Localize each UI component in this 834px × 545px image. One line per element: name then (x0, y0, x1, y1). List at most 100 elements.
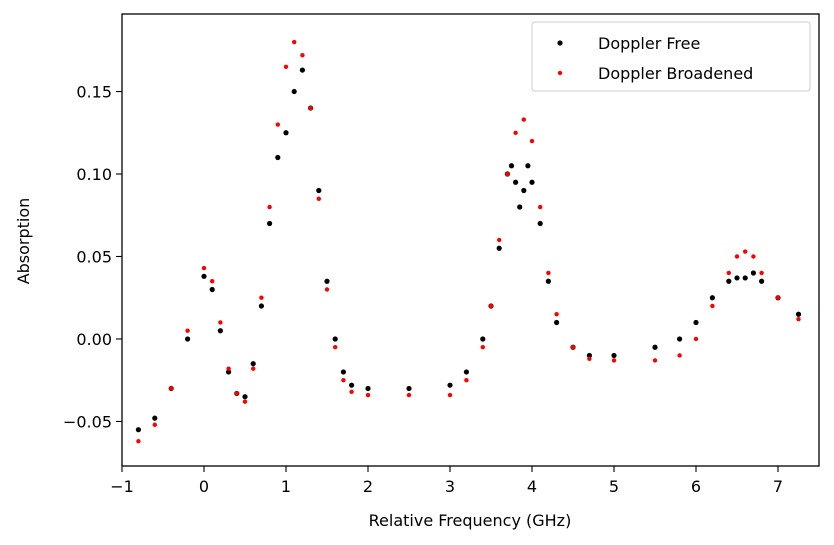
data-point (447, 392, 453, 398)
data-point (517, 204, 523, 210)
legend-label-doppler-free: Doppler Free (598, 34, 700, 53)
y-tick-label: −0.05 (63, 412, 112, 431)
data-point (267, 204, 272, 210)
data-point (796, 316, 801, 322)
data-point (529, 179, 535, 185)
data-point (316, 196, 321, 201)
data-point (709, 295, 716, 301)
data-point (324, 278, 330, 284)
data-point (152, 415, 158, 421)
data-point (349, 382, 355, 388)
data-point (300, 53, 305, 58)
data-point (349, 389, 354, 394)
data-point (464, 378, 469, 383)
data-point (505, 171, 510, 177)
data-point (693, 319, 699, 326)
data-point (480, 345, 485, 350)
legend-box (531, 21, 811, 92)
data-point (251, 366, 256, 371)
y-tick-label: 0.05 (76, 247, 112, 266)
data-point (587, 356, 592, 361)
data-point (677, 336, 683, 342)
data-point (652, 344, 658, 350)
x-tick-label: 4 (527, 477, 537, 496)
data-point (513, 130, 518, 135)
data-point (726, 278, 732, 284)
data-point (611, 358, 617, 363)
series-doppler-broadened (136, 39, 801, 444)
data-point (513, 179, 519, 185)
data-point (508, 163, 515, 169)
data-point (537, 220, 543, 227)
x-tick-label: 6 (691, 477, 701, 496)
y-tick-label: 0.10 (76, 165, 112, 184)
data-point (299, 67, 305, 73)
data-point (226, 369, 232, 375)
y-tick-label: 0.00 (76, 330, 112, 349)
data-point (463, 369, 469, 375)
x-tick-label: 3 (445, 477, 455, 496)
data-point (652, 358, 658, 363)
data-point (292, 39, 297, 45)
data-point (545, 278, 552, 284)
data-point (136, 439, 141, 444)
x-tick-label: 7 (773, 477, 783, 496)
data-point (201, 273, 207, 279)
data-point (226, 366, 231, 371)
y-axis-ticks: −0.05 0.00 0.05 0.10 0.15 (63, 83, 122, 431)
data-point (480, 336, 486, 342)
plot-area (135, 39, 802, 444)
data-point (710, 303, 715, 309)
data-point (677, 353, 682, 358)
data-point (259, 295, 264, 300)
data-point (267, 220, 273, 227)
data-point (275, 154, 281, 161)
data-point (242, 394, 248, 400)
data-point (185, 328, 190, 333)
data-point (242, 399, 248, 404)
data-point (488, 303, 494, 309)
data-point (759, 270, 764, 276)
data-point (546, 270, 551, 276)
data-point (291, 88, 297, 95)
data-point (275, 122, 280, 127)
x-tick-label: 2 (363, 477, 373, 496)
data-point (775, 295, 781, 300)
x-tick-label: −1 (110, 477, 134, 496)
data-point (316, 187, 322, 194)
data-point (525, 163, 531, 169)
data-point (521, 117, 526, 122)
data-point (742, 275, 748, 281)
data-point (324, 287, 330, 292)
data-point (726, 270, 731, 276)
data-point (538, 204, 543, 210)
data-point (218, 320, 223, 325)
x-axis-ticks: −1 0 1 2 3 4 5 6 7 (110, 466, 783, 496)
x-tick-label: 0 (199, 477, 209, 496)
x-tick-label: 5 (609, 477, 619, 496)
data-point (169, 386, 174, 391)
y-axis-title: Absorption (14, 198, 33, 285)
data-point (135, 427, 141, 433)
data-point (406, 385, 412, 392)
data-point (521, 187, 527, 194)
data-point (406, 392, 412, 398)
data-point (217, 328, 223, 334)
data-point (586, 352, 593, 359)
x-axis-title: Relative Frequency (GHz) (369, 511, 572, 530)
data-point (734, 275, 740, 281)
data-point (283, 64, 289, 69)
data-point (743, 249, 748, 254)
data-point (308, 105, 313, 111)
data-point (365, 392, 371, 398)
data-point (210, 279, 215, 284)
data-point (365, 385, 371, 392)
data-point (751, 254, 756, 259)
data-point (611, 352, 617, 359)
data-point (185, 336, 191, 342)
data-point (201, 265, 207, 271)
data-point (250, 361, 256, 367)
data-point (693, 336, 699, 342)
data-point (554, 312, 559, 317)
